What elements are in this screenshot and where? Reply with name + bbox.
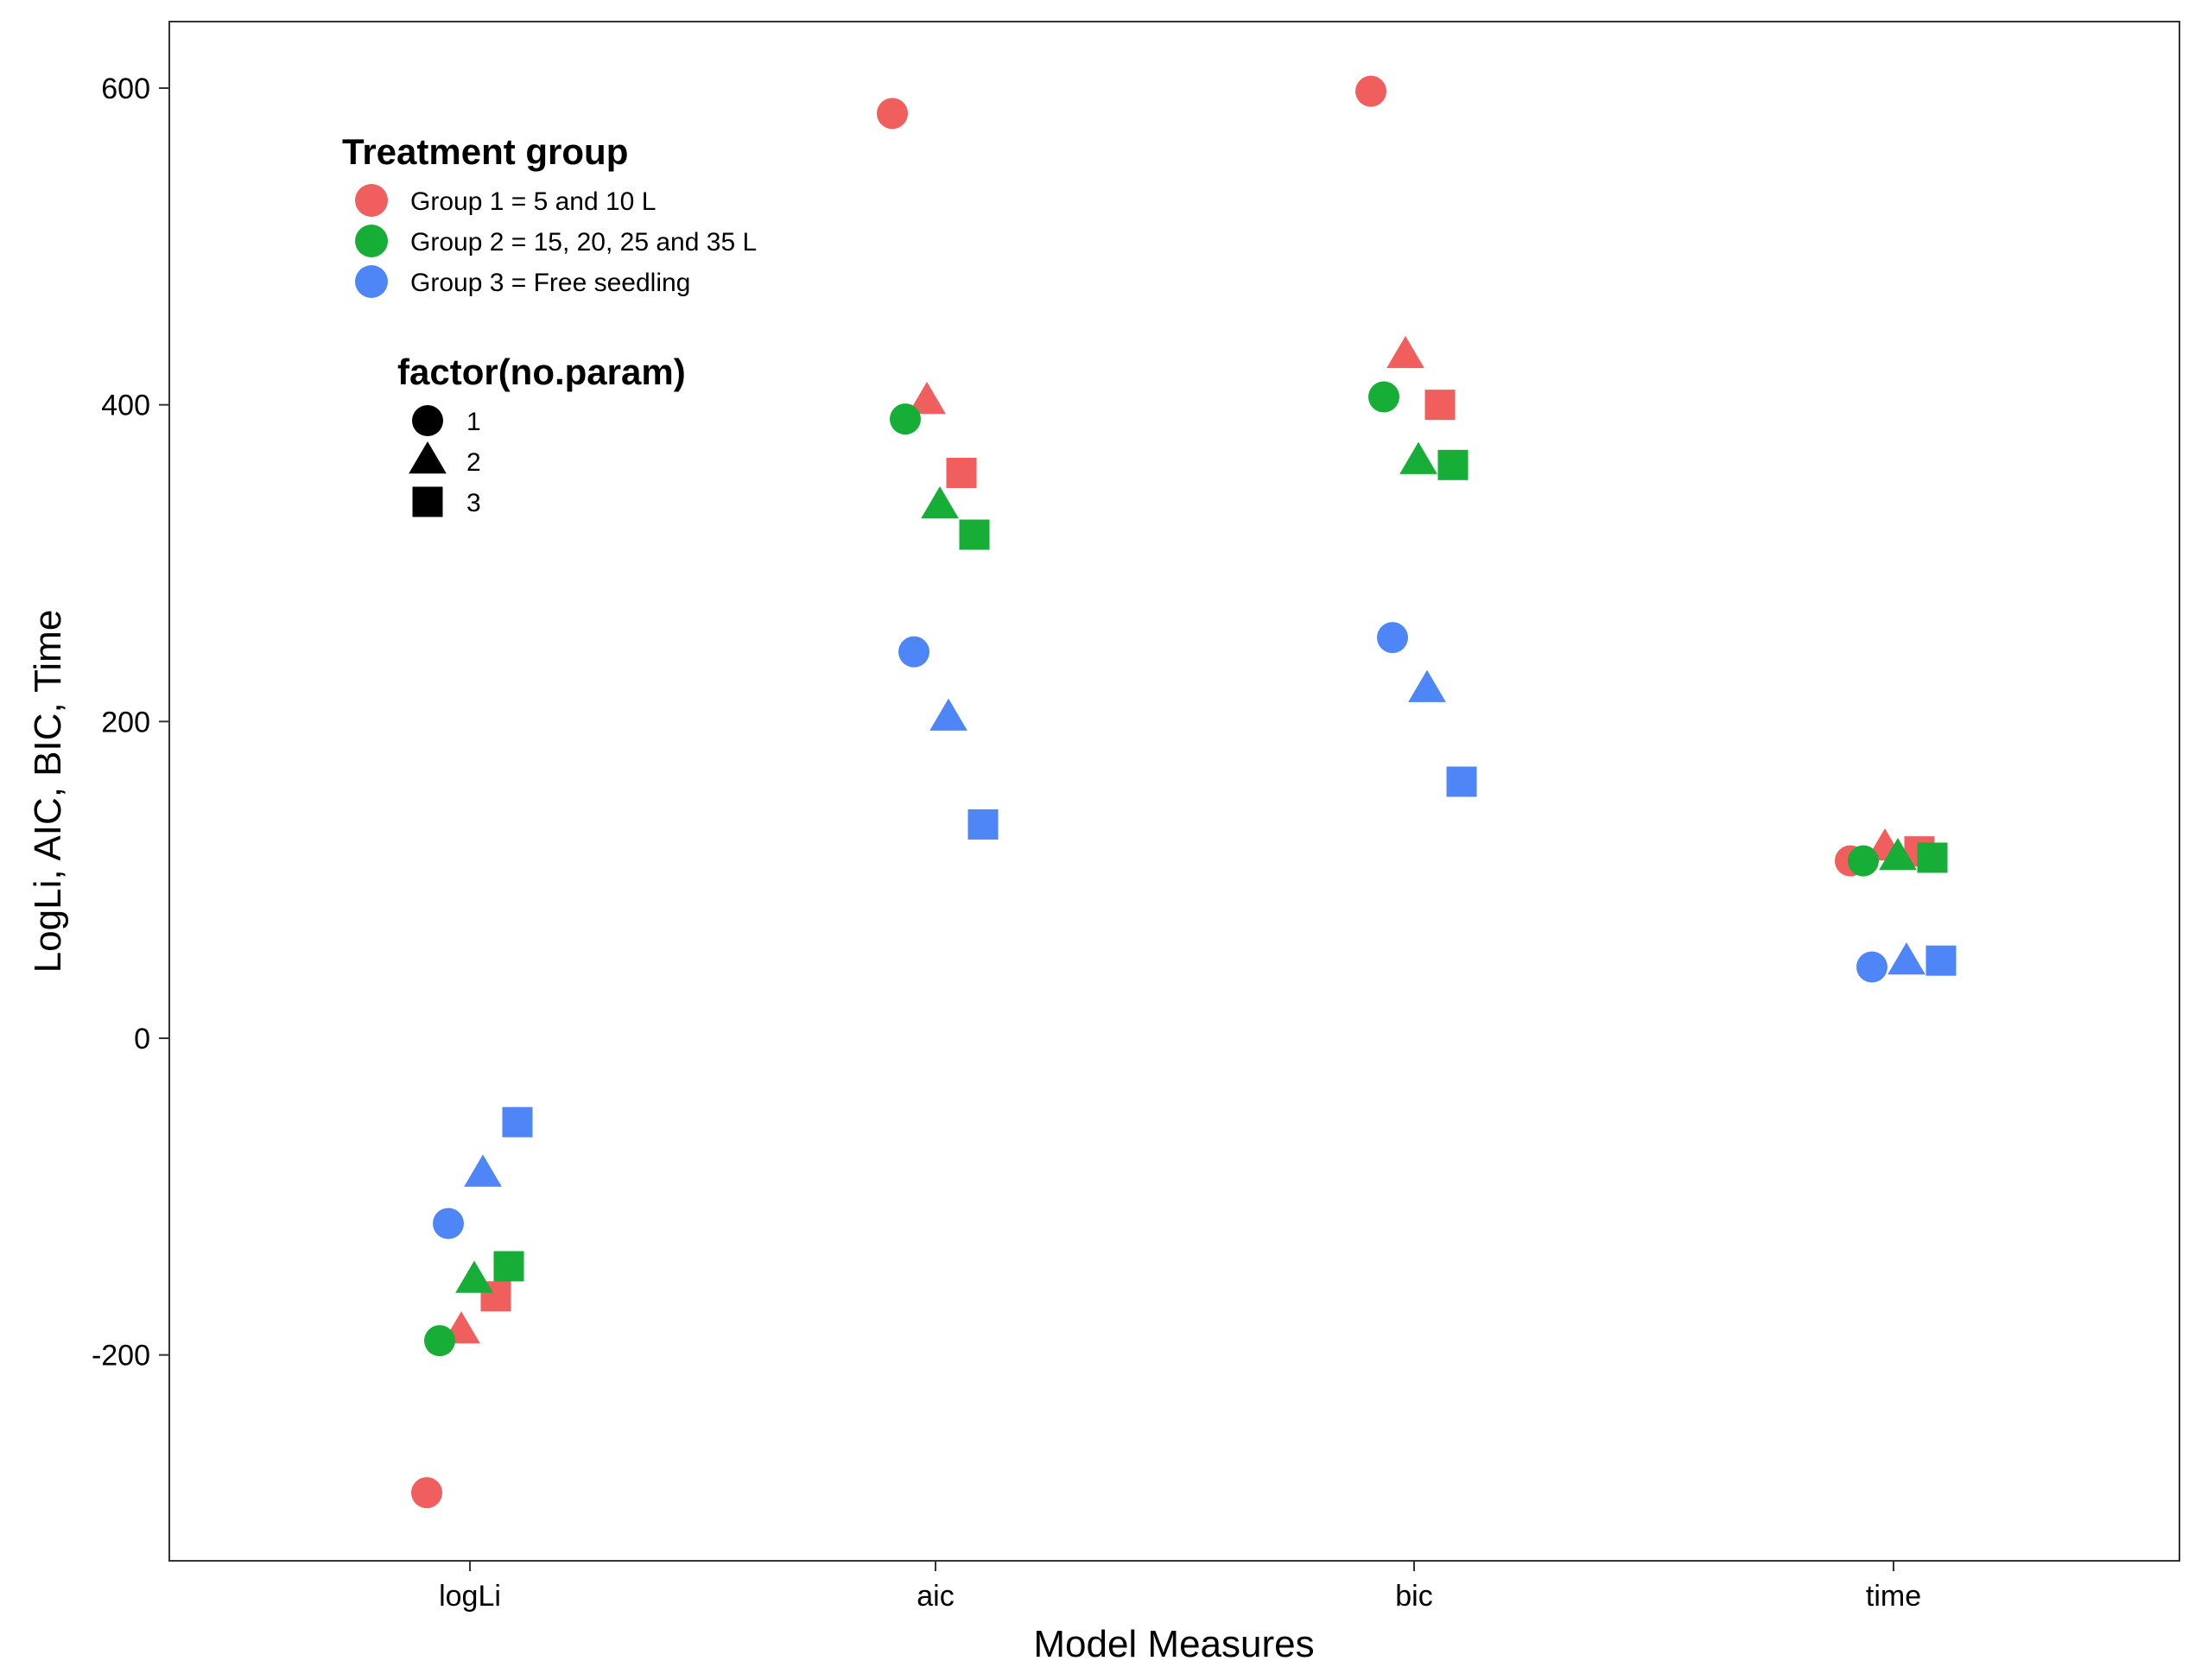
point-time-group3-param2 <box>1887 942 1925 975</box>
legend-treatment-group: Treatment group Group 1 = 5 and 10 L Grou… <box>342 131 757 298</box>
legend-label-group2: Group 2 = 15, 20, 25 and 35 L <box>410 228 757 257</box>
point-logLi-group1-param1 <box>411 1477 442 1509</box>
point-logLi-group3-param1 <box>433 1208 464 1239</box>
legend-label-square: 3 <box>466 489 481 517</box>
point-time-group3-param3 <box>1925 945 1957 976</box>
y-axis: -200 0 200 400 600 <box>92 73 169 1373</box>
legend-label-group1: Group 1 = 5 and 10 L <box>410 187 656 216</box>
legend-label-circle: 1 <box>466 408 481 436</box>
point-bic-group1-param3 <box>1424 390 1456 421</box>
legend-factor-no-param: factor(no.param) 1 2 3 <box>397 352 686 517</box>
point-aic-group1-param2 <box>908 382 946 415</box>
legend-key-circle <box>412 405 443 436</box>
point-aic-group2-param1 <box>890 403 921 435</box>
point-aic-group2-param2 <box>921 486 959 519</box>
x-tick-label: bic <box>1395 1580 1432 1613</box>
x-tick-label: aic <box>917 1580 954 1613</box>
legend-key-square <box>412 486 443 517</box>
point-aic-group3-param2 <box>929 698 967 731</box>
point-aic-group1-param1 <box>877 98 908 130</box>
point-time-group2-param1 <box>1848 845 1879 877</box>
point-aic-group3-param1 <box>898 636 929 668</box>
point-time-group2-param2 <box>1879 838 1917 871</box>
point-logLi-group2-param1 <box>424 1325 455 1357</box>
point-logLi-group2-param2 <box>455 1260 493 1293</box>
point-bic-group2-param1 <box>1368 381 1399 413</box>
point-aic-group3-param3 <box>967 809 999 840</box>
point-bic-group2-param2 <box>1399 441 1437 474</box>
point-bic-group1-param2 <box>1386 335 1424 369</box>
point-logLi-group2-param3 <box>493 1251 524 1282</box>
x-tick-label: logLi <box>439 1580 501 1613</box>
point-bic-group1-param1 <box>1355 75 1386 107</box>
point-bic-group3-param1 <box>1377 622 1408 654</box>
legend-key-triangle <box>409 441 447 474</box>
x-axis: logLi aic bic time <box>439 1561 1921 1613</box>
point-aic-group1-param3 <box>946 458 977 488</box>
point-time-group3-param1 <box>1856 951 1887 983</box>
point-bic-group3-param2 <box>1408 669 1446 702</box>
legend-key-group2 <box>355 225 388 257</box>
point-aic-group2-param3 <box>959 519 990 550</box>
y-tick-label: -200 <box>92 1340 150 1373</box>
legend-color-title: Treatment group <box>342 131 628 172</box>
legend-key-group3 <box>355 265 388 298</box>
point-logLi-group3-param2 <box>464 1154 502 1187</box>
data-points <box>411 75 1957 1509</box>
point-bic-group2-param3 <box>1437 449 1469 480</box>
y-tick-label: 200 <box>101 706 150 739</box>
point-bic-group3-param3 <box>1446 766 1477 797</box>
x-axis-title: Model Measures <box>1033 1623 1314 1665</box>
y-tick-label: 0 <box>134 1023 150 1056</box>
legend-shape-title: factor(no.param) <box>397 352 686 392</box>
point-logLi-group3-param3 <box>502 1106 533 1138</box>
y-axis-title: LogLi, AIC, BIC, Time <box>27 610 69 973</box>
legend-key-group1 <box>355 184 388 217</box>
y-tick-label: 400 <box>101 390 150 422</box>
point-time-group2-param3 <box>1917 842 1948 873</box>
legend-label-group3: Group 3 = Free seedling <box>410 269 690 297</box>
legend-label-triangle: 2 <box>466 448 481 477</box>
y-tick-label: 600 <box>101 73 150 105</box>
x-tick-label: time <box>1866 1580 1921 1613</box>
